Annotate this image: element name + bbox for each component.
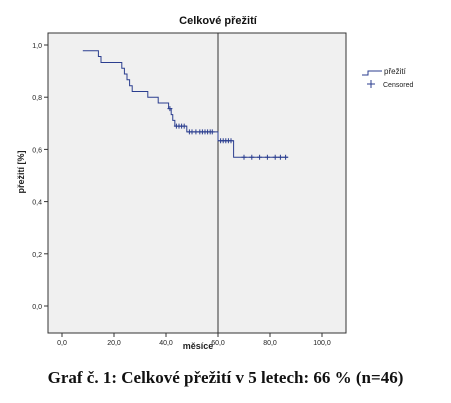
censored-mark <box>241 154 247 160</box>
y-tick-label: 0,6 <box>32 147 42 154</box>
figure-caption: Graf č. 1: Celkové přežití v 5 letech: 6… <box>47 368 404 387</box>
x-tick-label: 100,0 <box>313 340 331 347</box>
x-tick-label: 0,0 <box>57 340 67 347</box>
y-axis-label: přežití [%] <box>16 150 26 193</box>
chart-title: Celkové přežití <box>179 15 258 27</box>
y-tick-label: 0,0 <box>32 304 42 311</box>
y-tick-label: 1,0 <box>32 43 42 50</box>
legend-line-swatch <box>362 70 382 76</box>
censored-mark <box>257 154 263 160</box>
censored-mark <box>277 154 283 160</box>
y-axis: 0,0 0,2 0,4 0,6 0,8 1,0 <box>32 43 48 311</box>
censored-mark <box>272 154 278 160</box>
x-tick-label: 60,0 <box>211 340 225 347</box>
x-axis-label: měsíce <box>183 341 214 351</box>
censored-mark <box>249 154 255 160</box>
y-tick-label: 0,8 <box>32 95 42 102</box>
x-tick-label: 80,0 <box>263 340 277 347</box>
legend-label-censored: Censored <box>383 82 413 89</box>
censored-mark <box>209 129 215 135</box>
legend: přežití Censored <box>362 67 413 89</box>
y-tick-label: 0,2 <box>32 252 42 259</box>
censored-mark <box>283 154 289 160</box>
censored-mark <box>167 106 173 112</box>
x-axis: 0,0 20,0 40,0 60,0 80,0 100,0 <box>57 333 331 347</box>
censored-marks <box>167 106 289 160</box>
survival-curve <box>82 50 289 158</box>
x-tick-label: 40,0 <box>159 340 173 347</box>
censored-mark <box>181 123 187 129</box>
censored-mark <box>228 138 234 144</box>
y-tick-label: 0,4 <box>32 200 42 207</box>
legend-censored-swatch <box>367 80 375 88</box>
plot-area <box>47 32 347 334</box>
legend-label-survival: přežití <box>384 67 407 76</box>
censored-mark <box>264 154 270 160</box>
x-tick-label: 20,0 <box>107 340 121 347</box>
